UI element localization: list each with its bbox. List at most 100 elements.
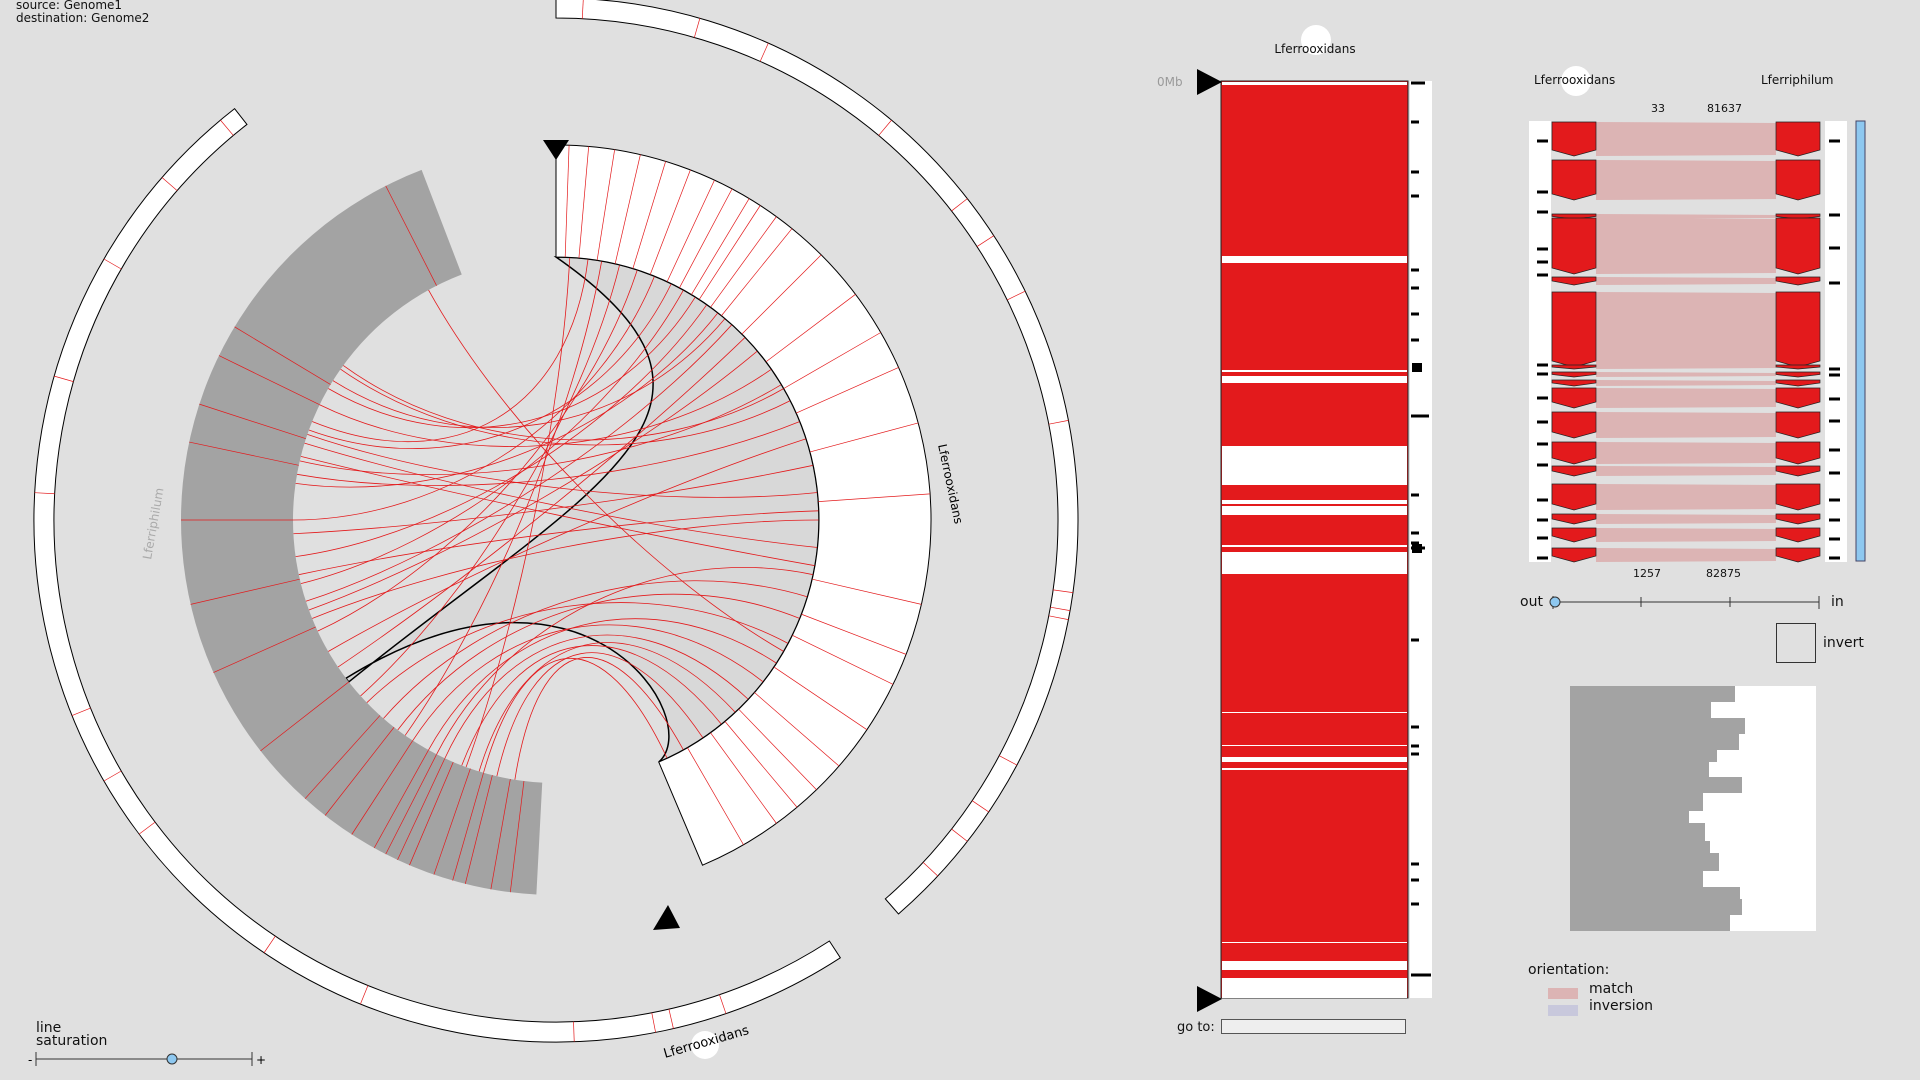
- detail-bottom-start: 1257: [1633, 567, 1661, 580]
- inner-left-tick: [490, 778, 511, 890]
- right-block[interactable]: [1775, 121, 1821, 157]
- synteny-link: [461, 645, 722, 766]
- right-block[interactable]: [1775, 364, 1821, 370]
- column-gap: [1222, 942, 1407, 943]
- inner-left-tick: [452, 772, 484, 881]
- goto-label: go to:: [1177, 1020, 1215, 1035]
- inner-track-lferrooxidans[interactable]: [555, 144, 932, 866]
- match-ribbon: [1596, 514, 1776, 524]
- left-block[interactable]: [1551, 276, 1597, 286]
- goto-input[interactable]: [1221, 1019, 1406, 1034]
- left-block[interactable]: [1551, 217, 1597, 275]
- inner-tick: [679, 188, 733, 288]
- synteny-link: [307, 433, 818, 498]
- column-gap: [1222, 500, 1407, 504]
- left-block[interactable]: [1551, 364, 1597, 370]
- inner-tick: [801, 613, 907, 655]
- inner-left-tick: [351, 740, 414, 835]
- label-knob[interactable]: [691, 1031, 719, 1059]
- invert-checkbox[interactable]: [1776, 623, 1816, 663]
- inner-tick: [818, 493, 931, 503]
- detail-right-ruler: [1825, 121, 1847, 562]
- detail-blocks[interactable]: [1551, 121, 1821, 563]
- start-marker-icon[interactable]: [543, 140, 569, 160]
- left-block[interactable]: [1551, 387, 1597, 409]
- inner-tick: [578, 146, 590, 259]
- inner-left-tick: [234, 326, 331, 385]
- outer-tick: [719, 994, 727, 1014]
- circos-plot[interactable]: Lferrooxidans Lferrooxidans Lferriphilum: [0, 0, 1100, 1080]
- right-block[interactable]: [1775, 527, 1821, 543]
- right-block[interactable]: [1775, 513, 1821, 525]
- right-block[interactable]: [1775, 547, 1821, 563]
- left-block[interactable]: [1551, 441, 1597, 465]
- zoom-slider[interactable]: [1549, 596, 1820, 609]
- left-block[interactable]: [1551, 371, 1597, 378]
- right-block[interactable]: [1775, 217, 1821, 275]
- outer-tick: [668, 1009, 674, 1029]
- inner-tick: [741, 254, 822, 335]
- left-block[interactable]: [1551, 483, 1597, 511]
- line-saturation-slider[interactable]: - +: [28, 1048, 273, 1068]
- match-ribbon: [1596, 214, 1776, 219]
- column-frame[interactable]: [1220, 80, 1409, 999]
- inner-left-tick: [213, 626, 316, 673]
- right-block[interactable]: [1775, 411, 1821, 439]
- left-block[interactable]: [1551, 547, 1597, 563]
- left-block[interactable]: [1551, 411, 1597, 439]
- detail-scrollbar[interactable]: [1855, 120, 1866, 562]
- inner-tick: [721, 228, 793, 316]
- line-saturation-handle[interactable]: [166, 1053, 178, 1065]
- column-bottom-marker-icon[interactable]: [1197, 986, 1222, 1012]
- outer-tick: [971, 800, 989, 813]
- detail-top-start: 33: [1651, 102, 1665, 115]
- synteny-links: [292, 257, 820, 780]
- right-block[interactable]: [1775, 387, 1821, 409]
- right-block[interactable]: [1775, 371, 1821, 378]
- left-block[interactable]: [1551, 527, 1597, 543]
- left-block[interactable]: [1551, 291, 1597, 368]
- right-block[interactable]: [1775, 379, 1821, 387]
- outer-track-segment-2[interactable]: [33, 107, 841, 1043]
- outer-tick: [103, 770, 122, 782]
- outer-tick: [976, 235, 994, 247]
- right-block[interactable]: [1775, 159, 1821, 201]
- left-block[interactable]: [1551, 465, 1597, 477]
- synteny-link: [295, 304, 708, 557]
- right-block[interactable]: [1775, 483, 1821, 511]
- column-top-marker-icon[interactable]: [1197, 69, 1222, 95]
- right-block[interactable]: [1775, 465, 1821, 477]
- zoom-handle[interactable]: [1549, 596, 1561, 608]
- zoom-in-label: in: [1831, 594, 1844, 610]
- line-saturation-label-line1: line: [36, 1020, 62, 1036]
- left-block[interactable]: [1551, 121, 1597, 157]
- chromosome-tracks[interactable]: [33, 0, 1079, 1043]
- outer-tick: [138, 821, 156, 835]
- left-block[interactable]: [1551, 379, 1597, 387]
- track-ticks: [34, 0, 1073, 1042]
- right-block[interactable]: [1775, 291, 1821, 368]
- outer-tick: [999, 755, 1018, 766]
- right-block[interactable]: [1775, 441, 1821, 465]
- end-marker-icon[interactable]: [653, 905, 680, 930]
- column-gap: [1222, 506, 1407, 515]
- detail-bottom-end: 82875: [1706, 567, 1741, 580]
- outer-track-segment-1[interactable]: [555, 0, 1079, 915]
- synteny-link: [496, 652, 704, 777]
- histogram-bars: [1570, 686, 1745, 931]
- left-block[interactable]: [1551, 159, 1597, 201]
- left-block[interactable]: [1551, 513, 1597, 525]
- inner-tick: [691, 198, 750, 295]
- line-saturation-minus: -: [28, 1053, 32, 1067]
- inner-left-tick: [397, 758, 446, 861]
- inner-tick: [738, 708, 817, 790]
- outer-tick: [1048, 420, 1069, 425]
- inner-track-lferriphilum[interactable]: [181, 169, 543, 895]
- outer-tick: [1007, 290, 1026, 301]
- inner-tick: [773, 666, 868, 730]
- right-block[interactable]: [1775, 276, 1821, 286]
- inner-left-tick: [509, 780, 525, 893]
- synteny-link: [337, 337, 746, 668]
